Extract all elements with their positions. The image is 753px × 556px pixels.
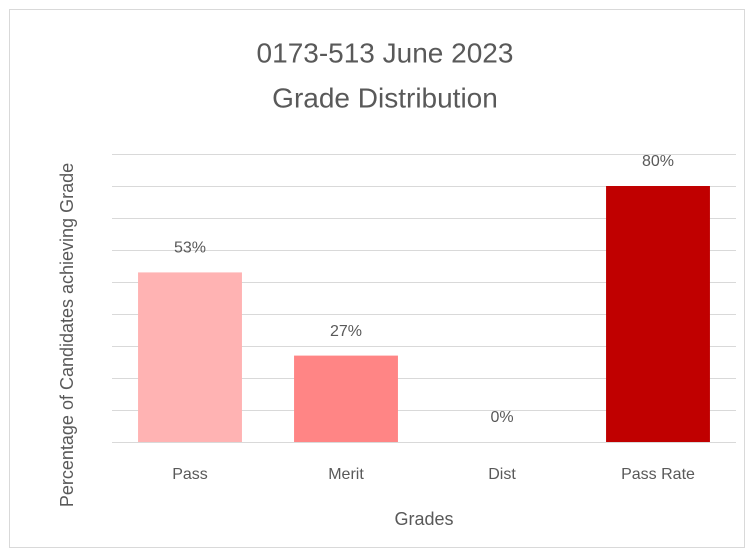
x-tick-label: Dist: [488, 466, 516, 483]
chart-title: 0173-513 June 2023: [257, 37, 514, 68]
data-label: 53%: [174, 240, 206, 257]
data-label: 80%: [642, 153, 674, 170]
data-label: 0%: [490, 409, 513, 426]
y-axis-label: Percentage of Candidates achieving Grade: [57, 162, 77, 508]
x-tick-label: Pass Rate: [621, 466, 695, 483]
bar: [294, 355, 398, 442]
chart-title: Grade Distribution: [272, 82, 498, 113]
x-axis-label: Grades: [394, 509, 453, 529]
bar: [138, 272, 242, 442]
data-label: 27%: [330, 323, 362, 340]
x-tick-label: Merit: [328, 466, 364, 483]
bar: [606, 186, 710, 442]
x-tick-label: Pass: [172, 466, 208, 483]
